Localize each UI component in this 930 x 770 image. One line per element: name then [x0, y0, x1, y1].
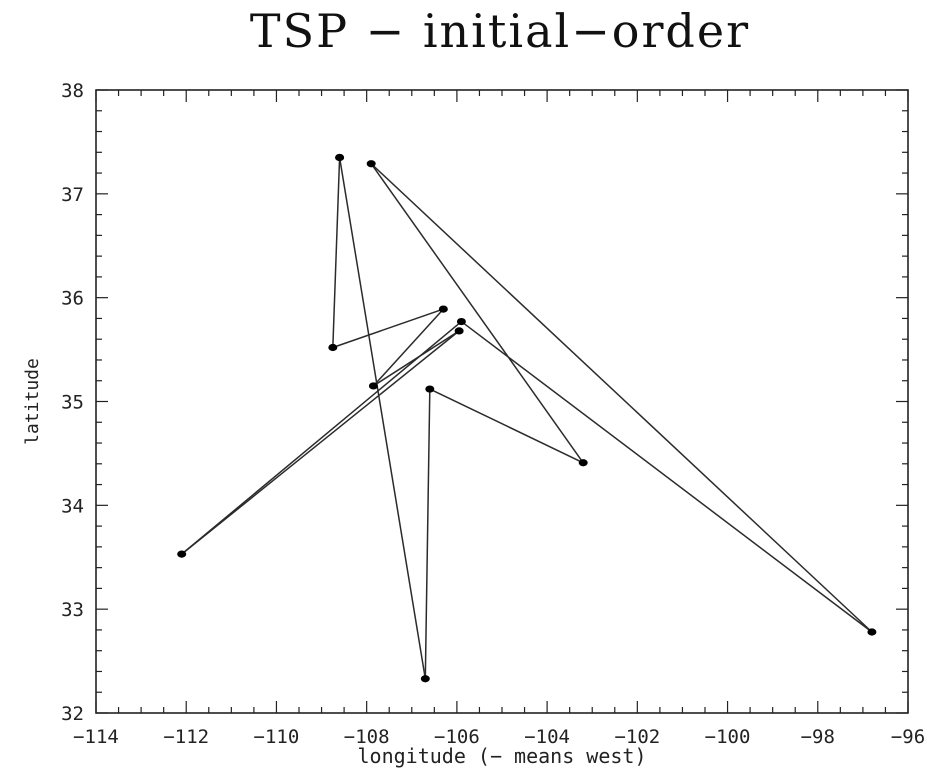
- route-segment: [373, 330, 460, 387]
- route-segment: [332, 308, 444, 349]
- city-point: [425, 385, 435, 393]
- x-tick-label: −96: [891, 726, 925, 748]
- route-segment: [424, 389, 431, 679]
- city-point: [420, 675, 430, 683]
- city-point: [454, 327, 464, 335]
- y-tick-label: 35: [61, 392, 84, 414]
- y-tick-label: 32: [61, 703, 84, 725]
- y-axis-label: latitude: [22, 358, 43, 445]
- city-point: [177, 550, 187, 558]
- x-tick-label: −112: [163, 726, 209, 748]
- x-tick-label: −106: [434, 726, 480, 748]
- x-tick-label: −100: [705, 726, 751, 748]
- y-tick-label: 37: [61, 184, 84, 206]
- x-tick-label: −108: [344, 726, 390, 748]
- route-segment: [181, 330, 460, 555]
- route-segment: [370, 163, 873, 633]
- city-point: [867, 628, 877, 636]
- route-segment: [429, 388, 584, 464]
- plot-frame: [95, 89, 909, 714]
- tick-labels: −114 −112 −110 −108 −106 −104 −102 −100 −98 −96 32…: [61, 80, 925, 748]
- city-point: [366, 160, 376, 168]
- route-segment: [372, 308, 444, 387]
- route-segment: [181, 320, 462, 555]
- route-lines: [181, 157, 873, 679]
- city-point: [456, 317, 466, 326]
- route-segment: [332, 157, 341, 348]
- tick-marks: [95, 89, 909, 714]
- x-tick-label: −102: [614, 726, 660, 748]
- y-tick-label: 34: [61, 495, 84, 517]
- x-tick-label: −114: [73, 726, 119, 748]
- route-segment: [338, 157, 427, 679]
- city-point: [578, 459, 588, 467]
- city-points: [177, 153, 877, 683]
- city-point: [328, 343, 338, 352]
- city-point: [335, 153, 345, 162]
- y-tick-label: 33: [61, 599, 84, 621]
- y-tick-label: 36: [61, 288, 84, 310]
- x-tick-label: −98: [801, 726, 835, 748]
- city-point: [438, 305, 448, 313]
- route-segment: [370, 163, 584, 464]
- x-axis-label: longitude (− means west): [358, 744, 647, 768]
- chart-title: TSP − initial−order: [249, 4, 751, 58]
- x-tick-label: −110: [254, 726, 300, 748]
- route-segment: [460, 320, 873, 633]
- y-tick-label: 38: [61, 80, 84, 102]
- x-tick-label: −104: [524, 726, 570, 748]
- city-point: [368, 382, 378, 390]
